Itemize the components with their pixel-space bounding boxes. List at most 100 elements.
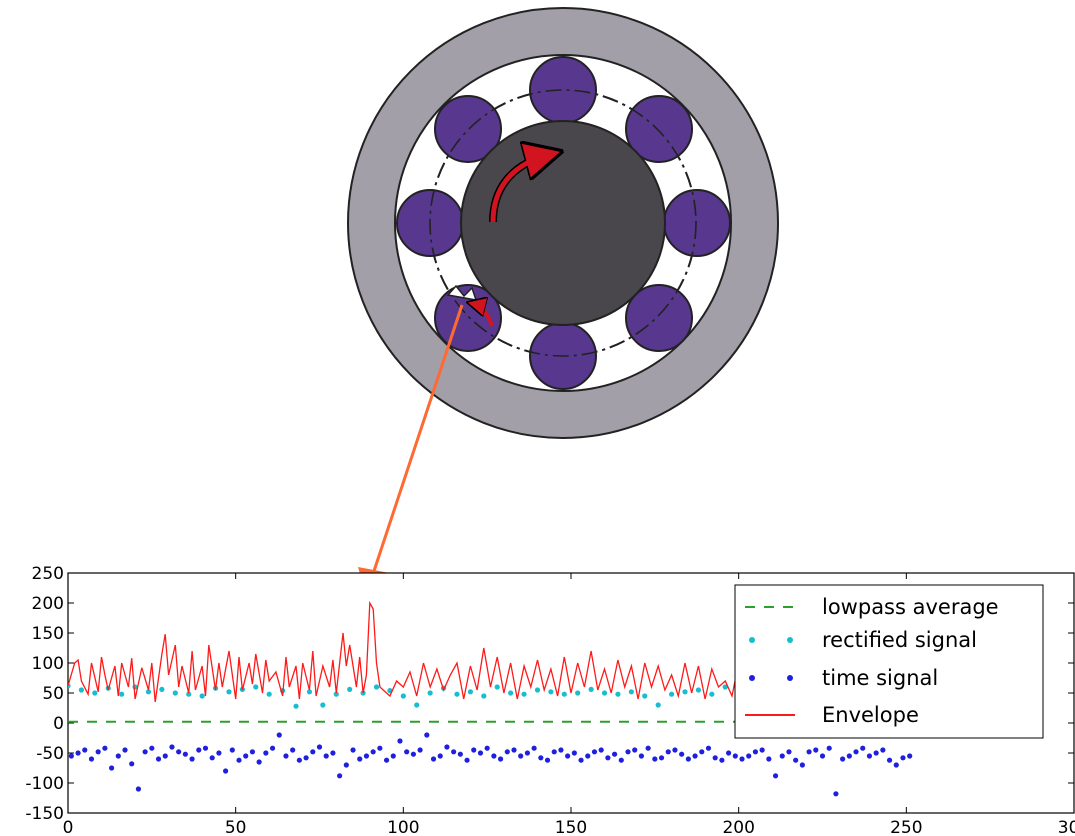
time-signal-point (846, 753, 852, 759)
legend-entry-envelope: Envelope (745, 703, 919, 727)
rectified-point (561, 691, 567, 697)
time-signal-point (477, 750, 484, 756)
time-signal-point (75, 750, 81, 756)
time-signal-point (645, 745, 651, 751)
time-signal-point (585, 753, 591, 759)
rectified-point (588, 686, 594, 693)
time-signal-point (182, 751, 188, 757)
time-signal-point (370, 749, 376, 755)
time-signal-point (658, 755, 665, 761)
rectified-point (347, 686, 353, 693)
rolling-element (434, 95, 502, 163)
time-signal-point (625, 749, 631, 755)
spin-arrow (474, 304, 494, 327)
time-signal-point (840, 756, 846, 762)
time-signal-point (169, 744, 175, 750)
rectified-point (373, 684, 380, 690)
rectified-point (414, 702, 420, 708)
time-signal-point (390, 753, 396, 759)
rectified-point (508, 690, 514, 696)
rectified-point (655, 702, 661, 708)
rectified-point (119, 691, 125, 697)
time-signal-point (866, 753, 873, 759)
rolling-element (663, 189, 731, 257)
time-signal-point (538, 755, 544, 761)
time-signal-point (692, 753, 698, 759)
time-signal-point (296, 757, 302, 763)
time-signal-point (712, 755, 718, 761)
time-signal-point (377, 745, 383, 751)
time-signal-point (88, 756, 95, 762)
time-signal-point (437, 753, 443, 759)
time-signal-point (732, 753, 738, 759)
rectified-point (159, 686, 165, 693)
time-signal-point (196, 747, 202, 753)
time-signal-point (819, 753, 826, 759)
rectified-point (481, 693, 487, 699)
legend-label: Envelope (822, 703, 919, 727)
time-signal-point (551, 749, 557, 755)
time-signal-point (719, 757, 725, 763)
time-signal-point (410, 751, 416, 757)
inner-race (460, 120, 666, 326)
time-signal-point (357, 756, 363, 762)
legend-label: lowpass average (822, 595, 999, 619)
x-tick-label: 200 (722, 818, 754, 836)
time-signal-point (806, 749, 812, 755)
time-signal-point (518, 753, 524, 759)
y-tick-label: 200 (32, 594, 64, 614)
time-signal-point (598, 747, 604, 753)
x-tick-label: 300 (1058, 818, 1075, 836)
time-signal-point (337, 773, 343, 779)
y-tick-label: 250 (32, 564, 64, 584)
envelope-line (68, 600, 753, 703)
time-signal-point (149, 745, 155, 751)
y-tick-label: -50 (36, 744, 64, 764)
legend-entry-time: time signal (749, 666, 938, 690)
time-signal-point (591, 749, 598, 755)
time-signal-point (578, 757, 584, 763)
time-signal-point (900, 755, 906, 761)
rolling-element (625, 284, 693, 352)
time-signal-point (330, 750, 336, 756)
rectified-point (494, 684, 500, 690)
time-signal-point (571, 750, 577, 756)
legend-label: rectified signal (822, 628, 977, 652)
time-signal-point (739, 756, 745, 762)
time-signal-point (726, 750, 732, 756)
time-signal-point (323, 753, 329, 759)
time-signal-point (108, 765, 115, 771)
time-signal-point (471, 747, 477, 753)
time-signal-point (350, 747, 356, 753)
time-signal-point (531, 745, 537, 751)
rectified-point (333, 691, 339, 697)
time-signal-point (833, 791, 839, 797)
time-signal-point (417, 747, 423, 753)
time-signal-point (269, 745, 276, 751)
time-signal-point (135, 786, 142, 792)
y-tick-label: -100 (25, 774, 64, 794)
time-signal-point (497, 756, 504, 762)
rectified-point (320, 702, 326, 708)
rectified-point (92, 690, 98, 696)
time-signal-point (786, 749, 792, 755)
time-signal-point (511, 747, 517, 753)
time-signal-point (263, 750, 269, 756)
time-signal-point (243, 753, 249, 759)
time-signal-point (303, 755, 309, 761)
rectified-point (642, 693, 648, 699)
rectified-point (226, 689, 232, 695)
time-signal-point (176, 749, 182, 755)
time-signal-point (746, 753, 752, 759)
time-signal-point (679, 751, 685, 757)
rectified-point (78, 687, 85, 693)
time-signal-point (860, 745, 866, 751)
y-tick-label: 100 (32, 654, 64, 674)
x-tick-label: 100 (387, 818, 419, 836)
bearing-diagram (347, 7, 779, 608)
time-signal-point (618, 757, 624, 763)
time-signal-point (155, 756, 162, 762)
rectified-point (722, 684, 728, 690)
time-signal-point (484, 745, 490, 751)
